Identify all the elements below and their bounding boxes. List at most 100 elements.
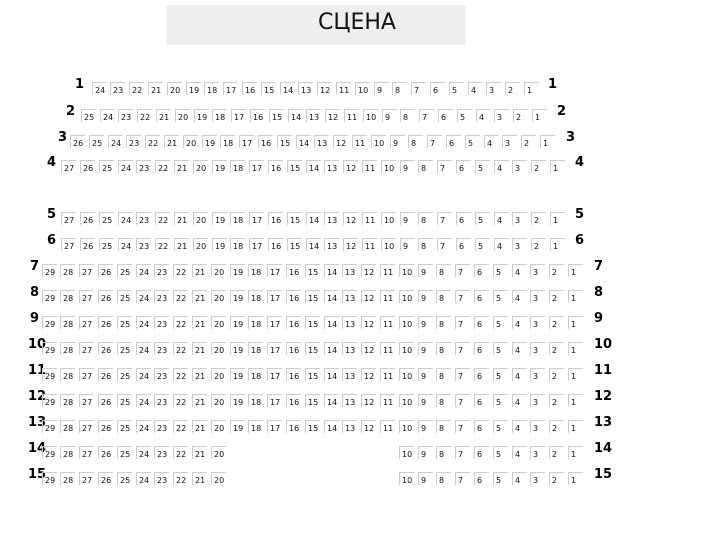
- seat[interactable]: 2: [531, 212, 546, 225]
- seat[interactable]: 7: [455, 472, 470, 485]
- seat[interactable]: 5: [493, 264, 508, 277]
- seat[interactable]: 24: [108, 135, 123, 148]
- seat[interactable]: 28: [60, 394, 75, 407]
- seat[interactable]: 6: [474, 472, 489, 485]
- seat[interactable]: 23: [136, 212, 151, 225]
- seat[interactable]: 28: [60, 368, 75, 381]
- seat[interactable]: 1: [568, 420, 583, 433]
- seat[interactable]: 23: [154, 290, 169, 303]
- seat[interactable]: 29: [42, 446, 57, 459]
- seat[interactable]: 11: [362, 212, 377, 225]
- seat[interactable]: 27: [61, 160, 76, 173]
- seat[interactable]: 12: [325, 109, 340, 122]
- seat[interactable]: 21: [192, 394, 207, 407]
- seat[interactable]: 2: [549, 290, 564, 303]
- seat[interactable]: 14: [324, 420, 339, 433]
- seat[interactable]: 23: [154, 472, 169, 485]
- seat[interactable]: 28: [60, 316, 75, 329]
- seat[interactable]: 13: [342, 290, 357, 303]
- seat[interactable]: 29: [42, 264, 57, 277]
- seat[interactable]: 11: [362, 160, 377, 173]
- seat[interactable]: 12: [317, 82, 332, 95]
- seat[interactable]: 26: [98, 368, 113, 381]
- seat[interactable]: 6: [474, 394, 489, 407]
- seat[interactable]: 15: [305, 394, 320, 407]
- seat[interactable]: 26: [98, 264, 113, 277]
- seat[interactable]: 23: [126, 135, 141, 148]
- seat[interactable]: 1: [540, 135, 555, 148]
- seat[interactable]: 5: [475, 160, 490, 173]
- seat[interactable]: 10: [381, 160, 396, 173]
- seat[interactable]: 5: [493, 316, 508, 329]
- seat[interactable]: 24: [136, 342, 151, 355]
- seat[interactable]: 7: [419, 109, 434, 122]
- seat[interactable]: 17: [249, 160, 264, 173]
- seat[interactable]: 3: [494, 109, 509, 122]
- seat[interactable]: 3: [530, 472, 545, 485]
- seat[interactable]: 1: [550, 212, 565, 225]
- seat[interactable]: 28: [60, 420, 75, 433]
- seat[interactable]: 18: [248, 290, 263, 303]
- seat[interactable]: 20: [211, 290, 226, 303]
- seat[interactable]: 16: [268, 160, 283, 173]
- seat[interactable]: 4: [512, 342, 527, 355]
- seat[interactable]: 17: [231, 109, 246, 122]
- seat[interactable]: 12: [343, 238, 358, 251]
- seat[interactable]: 16: [286, 316, 301, 329]
- seat[interactable]: 6: [474, 316, 489, 329]
- seat[interactable]: 18: [248, 420, 263, 433]
- seat[interactable]: 18: [220, 135, 235, 148]
- seat[interactable]: 19: [212, 212, 227, 225]
- seat[interactable]: 23: [154, 316, 169, 329]
- seat[interactable]: 8: [436, 420, 451, 433]
- seat[interactable]: 17: [223, 82, 238, 95]
- seat[interactable]: 11: [380, 342, 395, 355]
- seat[interactable]: 8: [408, 135, 423, 148]
- seat[interactable]: 4: [494, 160, 509, 173]
- seat[interactable]: 21: [192, 264, 207, 277]
- seat[interactable]: 16: [286, 368, 301, 381]
- seat[interactable]: 3: [530, 316, 545, 329]
- seat[interactable]: 10: [355, 82, 370, 95]
- seat[interactable]: 20: [211, 342, 226, 355]
- seat[interactable]: 8: [418, 212, 433, 225]
- seat[interactable]: 27: [79, 420, 94, 433]
- seat[interactable]: 24: [136, 316, 151, 329]
- seat[interactable]: 1: [568, 368, 583, 381]
- seat[interactable]: 21: [192, 342, 207, 355]
- seat[interactable]: 26: [98, 316, 113, 329]
- seat[interactable]: 26: [98, 420, 113, 433]
- seat[interactable]: 15: [305, 368, 320, 381]
- seat[interactable]: 25: [117, 368, 132, 381]
- seat[interactable]: 10: [399, 420, 414, 433]
- seat[interactable]: 9: [400, 238, 415, 251]
- seat[interactable]: 24: [136, 394, 151, 407]
- seat[interactable]: 19: [230, 394, 245, 407]
- seat[interactable]: 26: [80, 160, 95, 173]
- seat[interactable]: 24: [136, 264, 151, 277]
- seat[interactable]: 1: [568, 290, 583, 303]
- seat[interactable]: 25: [99, 160, 114, 173]
- seat[interactable]: 19: [230, 316, 245, 329]
- seat[interactable]: 29: [42, 394, 57, 407]
- seat[interactable]: 21: [174, 160, 189, 173]
- seat[interactable]: 8: [436, 394, 451, 407]
- seat[interactable]: 25: [117, 316, 132, 329]
- seat[interactable]: 12: [361, 394, 376, 407]
- seat[interactable]: 7: [437, 160, 452, 173]
- seat[interactable]: 21: [156, 109, 171, 122]
- seat[interactable]: 4: [512, 290, 527, 303]
- seat[interactable]: 5: [475, 238, 490, 251]
- seat[interactable]: 12: [361, 368, 376, 381]
- seat[interactable]: 19: [230, 420, 245, 433]
- seat[interactable]: 20: [193, 238, 208, 251]
- seat[interactable]: 15: [277, 135, 292, 148]
- seat[interactable]: 17: [267, 420, 282, 433]
- seat[interactable]: 25: [99, 212, 114, 225]
- seat[interactable]: 29: [42, 290, 57, 303]
- seat[interactable]: 27: [79, 264, 94, 277]
- seat[interactable]: 22: [173, 472, 188, 485]
- seat[interactable]: 7: [455, 420, 470, 433]
- seat[interactable]: 3: [502, 135, 517, 148]
- seat[interactable]: 24: [136, 420, 151, 433]
